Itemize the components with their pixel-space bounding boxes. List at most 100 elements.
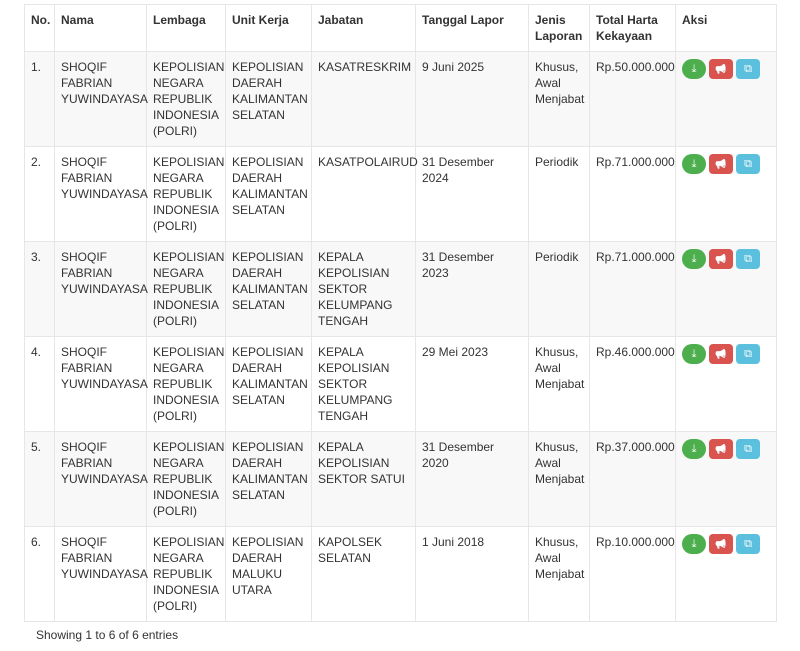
- download-icon: ⤓: [691, 538, 697, 550]
- cell-lembaga: KEPOLISIAN NEGARA REPUBLIK INDONESIA (PO…: [146, 241, 226, 337]
- cell-jabatan: KASATPOLAIRUD: [311, 146, 418, 242]
- download-icon: ⤓: [691, 348, 697, 360]
- cell-jabatan: KASATRESKRIM: [311, 51, 416, 147]
- column-header: Jenis Laporan: [528, 4, 590, 52]
- download-button[interactable]: ⤓: [682, 344, 706, 364]
- table-row: 2. SHOQIF FABRIAN YUWINDAYASA KEPOLISIAN N…: [24, 146, 777, 242]
- copy-button[interactable]: ⧉: [736, 59, 760, 79]
- cell-aksi: ⤓ 📢 ⧉: [675, 146, 777, 242]
- cell-unit: KEPOLISIAN DAERAH KALIMANTAN SELATAN: [225, 241, 312, 337]
- cell-jenis: Khusus, Awal Menjabat: [528, 336, 590, 432]
- cell-no: 5.: [24, 431, 55, 527]
- megaphone-button[interactable]: 📢: [709, 534, 733, 554]
- copy-icon: ⧉: [744, 253, 752, 265]
- cell-jabatan: KEPALA KEPOLISIAN SEKTOR KELUMPANG TENGA…: [311, 241, 416, 337]
- cell-tanggal: 31 Desember 2024: [415, 146, 529, 242]
- cell-unit: KEPOLISIAN DAERAH KALIMANTAN SELATAN: [225, 146, 312, 242]
- megaphone-icon: 📢: [715, 444, 727, 454]
- cell-jenis: Khusus, Awal Menjabat: [528, 431, 590, 527]
- download-button[interactable]: ⤓: [682, 534, 706, 554]
- megaphone-button[interactable]: 📢: [709, 59, 733, 79]
- cell-jabatan: KEPALA KEPOLISIAN SEKTOR SATUI: [311, 431, 416, 527]
- copy-icon: ⧉: [744, 538, 752, 550]
- megaphone-button[interactable]: 📢: [709, 344, 733, 364]
- copy-icon: ⧉: [744, 348, 752, 360]
- cell-nama: SHOQIF FABRIAN YUWINDAYASA: [54, 526, 148, 622]
- copy-button[interactable]: ⧉: [736, 534, 760, 554]
- column-header: No.: [24, 4, 55, 52]
- column-header: Total Harta Kekayaan: [589, 4, 676, 52]
- cell-aksi: ⤓ 📢 ⧉: [675, 431, 777, 527]
- cell-aksi: ⤓ 📢 ⧉: [675, 526, 777, 622]
- cell-unit: KEPOLISIAN DAERAH KALIMANTAN SELATAN: [225, 431, 312, 527]
- column-header: Unit Kerja: [225, 4, 312, 52]
- download-button[interactable]: ⤓: [682, 59, 706, 79]
- lhkpn-table: No. Nama Lembaga Unit Kerja Jabatan Tanggal L…: [24, 4, 777, 622]
- megaphone-icon: 📢: [715, 64, 727, 74]
- cell-jenis: Periodik: [528, 241, 590, 337]
- megaphone-icon: 📢: [715, 254, 727, 264]
- cell-total: Rp.71.000.000: [589, 241, 676, 337]
- cell-total: Rp.71.000.000: [589, 146, 676, 242]
- download-icon: ⤓: [691, 63, 697, 75]
- cell-total: Rp.50.000.000: [589, 51, 676, 147]
- cell-lembaga: KEPOLISIAN NEGARA REPUBLIK INDONESIA (PO…: [146, 526, 226, 622]
- cell-lembaga: KEPOLISIAN NEGARA REPUBLIK INDONESIA (PO…: [146, 431, 226, 527]
- megaphone-icon: 📢: [715, 349, 727, 359]
- header-row: No. Nama Lembaga Unit Kerja Jabatan Tanggal L…: [24, 4, 777, 52]
- copy-icon: ⧉: [744, 63, 752, 75]
- table-row: 1. SHOQIF FABRIAN YUWINDAYASA KEPOLISIAN N…: [24, 51, 777, 147]
- download-icon: ⤓: [691, 158, 697, 170]
- cell-nama: SHOQIF FABRIAN YUWINDAYASA: [54, 146, 148, 242]
- cell-lembaga: KEPOLISIAN NEGARA REPUBLIK INDONESIA (PO…: [146, 336, 226, 432]
- table-row: 5. SHOQIF FABRIAN YUWINDAYASA KEPOLISIAN N…: [24, 431, 777, 527]
- download-button[interactable]: ⤓: [682, 249, 706, 269]
- cell-tanggal: 29 Mei 2023: [415, 336, 529, 432]
- cell-unit: KEPOLISIAN DAERAH MALUKU UTARA: [225, 526, 312, 622]
- download-button[interactable]: ⤓: [682, 154, 706, 174]
- cell-unit: KEPOLISIAN DAERAH KALIMANTAN SELATAN: [225, 51, 312, 147]
- megaphone-button[interactable]: 📢: [709, 154, 733, 174]
- megaphone-icon: 📢: [715, 539, 727, 549]
- cell-lembaga: KEPOLISIAN NEGARA REPUBLIK INDONESIA (PO…: [146, 146, 226, 242]
- cell-aksi: ⤓ 📢 ⧉: [675, 241, 777, 337]
- cell-nama: SHOQIF FABRIAN YUWINDAYASA: [54, 431, 148, 527]
- cell-jenis: Periodik: [528, 146, 590, 242]
- megaphone-button[interactable]: 📢: [709, 439, 733, 459]
- table-info: Showing 1 to 6 of 6 entries: [36, 628, 179, 642]
- cell-no: 1.: [24, 51, 55, 147]
- cell-no: 4.: [24, 336, 55, 432]
- table-row: 6. SHOQIF FABRIAN YUWINDAYASA KEPOLISIAN N…: [24, 526, 777, 622]
- cell-aksi: ⤓ 📢 ⧉: [675, 336, 777, 432]
- copy-icon: ⧉: [744, 443, 752, 455]
- download-icon: ⤓: [691, 253, 697, 265]
- cell-lembaga: KEPOLISIAN NEGARA REPUBLIK INDONESIA (PO…: [146, 51, 226, 147]
- cell-total: Rp.37.000.000: [589, 431, 676, 527]
- column-header: Jabatan: [311, 4, 416, 52]
- column-header: Tanggal Lapor: [415, 4, 529, 52]
- cell-no: 2.: [24, 146, 55, 242]
- cell-jenis: Khusus, Awal Menjabat: [528, 51, 590, 147]
- cell-aksi: ⤓ 📢 ⧉: [675, 51, 777, 147]
- cell-total: Rp.10.000.000: [589, 526, 676, 622]
- copy-button[interactable]: ⧉: [736, 249, 760, 269]
- column-header: Nama: [54, 4, 147, 52]
- megaphone-button[interactable]: 📢: [709, 249, 733, 269]
- copy-button[interactable]: ⧉: [736, 439, 760, 459]
- cell-tanggal: 31 Desember 2023: [415, 241, 529, 337]
- cell-unit: KEPOLISIAN DAERAH KALIMANTAN SELATAN: [225, 336, 312, 432]
- megaphone-icon: 📢: [715, 159, 727, 169]
- cell-no: 3.: [24, 241, 55, 337]
- copy-button[interactable]: ⧉: [736, 344, 760, 364]
- copy-icon: ⧉: [744, 158, 752, 170]
- cell-tanggal: 9 Juni 2025: [415, 51, 529, 147]
- copy-button[interactable]: ⧉: [736, 154, 760, 174]
- cell-jabatan: KAPOLSEK SELATAN: [311, 526, 416, 622]
- download-button[interactable]: ⤓: [682, 439, 706, 459]
- column-header: Aksi: [675, 4, 777, 52]
- cell-total: Rp.46.000.000: [589, 336, 676, 432]
- cell-nama: SHOQIF FABRIAN YUWINDAYASA: [54, 241, 148, 337]
- column-header: Lembaga: [146, 4, 226, 52]
- cell-jenis: Khusus, Awal Menjabat: [528, 526, 590, 622]
- download-icon: ⤓: [691, 443, 697, 455]
